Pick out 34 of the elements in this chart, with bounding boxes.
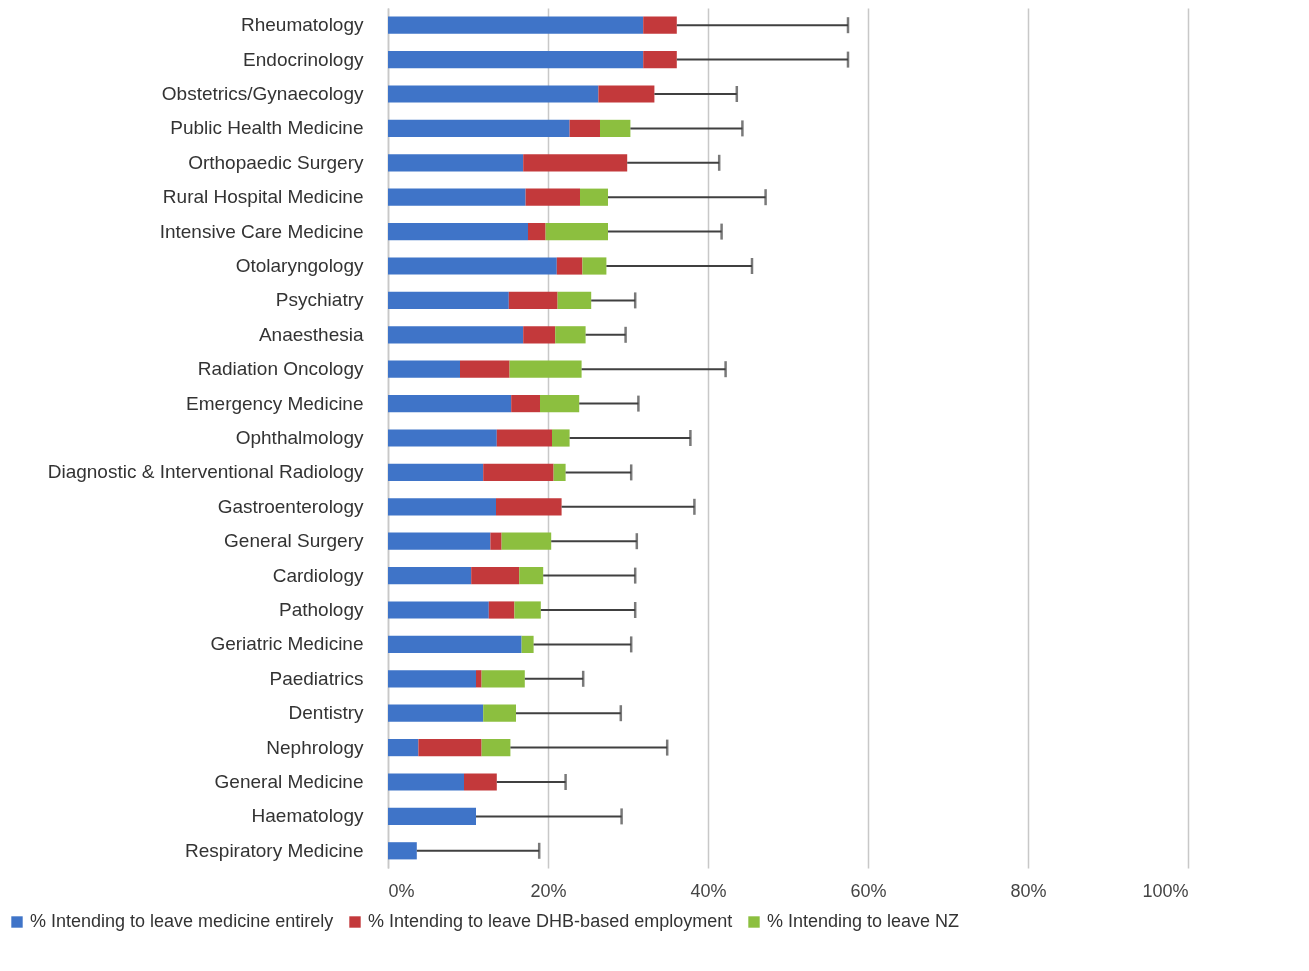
y-tick-label: Rheumatology [240,14,364,36]
x-tick-label: 20% [530,880,567,901]
y-tick-label: Anaesthesia [258,323,364,345]
x-tick-label: 60% [850,880,887,901]
legend-label: % Intending to leave NZ [767,911,960,931]
y-tick-label: Otolaryngology [235,255,364,276]
y-tick-label: Intensive Care Medicine [159,220,364,242]
y-tick-label: General Surgery [224,530,364,552]
y-tick-label: Geriatric Medicine [210,633,364,655]
y-tick-label: Paediatrics [269,667,364,689]
y-tick-label: Cardiology [272,564,364,586]
y-tick-label: Obstetrics/Gynaecology [161,83,364,104]
y-tick-label: Haematology [251,805,364,827]
y-tick-label: Respiratory Medicine [185,839,364,861]
y-tick-label: Rural Hospital Medicine [162,186,364,208]
legend-label: % Intending to leave medicine entirely [30,911,334,931]
x-tick-label: 40% [690,880,727,901]
y-tick-label: Orthopaedic Surgery [188,151,364,173]
x-tick-label: 0% [388,880,415,901]
y-tick-label: Diagnostic & Interventional Radiology [47,461,364,483]
y-tick-label: Public Health Medicine [170,117,364,139]
y-tick-label: Gastroenterology [217,495,364,517]
x-tick-label: 80% [1010,880,1047,901]
legend-label: % Intending to leave DHB-based employment [368,911,733,931]
y-tick-label: Emergency Medicine [186,392,364,414]
y-tick-label: Ophthalmology [235,427,364,448]
x-tick-label: 100% [1142,880,1189,901]
y-tick-label: Nephrology [266,736,364,758]
y-tick-label: Endocrinology [243,48,364,70]
y-tick-label: Dentistry [288,702,364,724]
y-tick-label: Radiation Oncology [197,358,364,380]
y-tick-label: Pathology [278,599,364,620]
y-tick-label: Psychiatry [275,289,364,311]
y-tick-label: General Medicine [214,771,364,792]
